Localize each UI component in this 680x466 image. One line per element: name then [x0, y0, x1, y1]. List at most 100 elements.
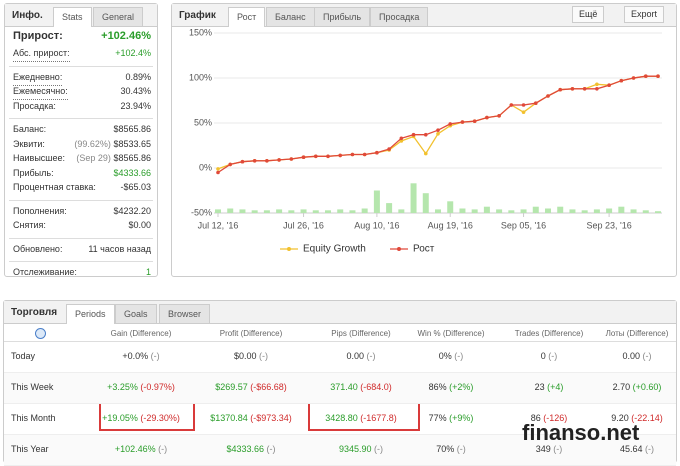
- point: [631, 76, 636, 80]
- cell-difference: (-): [553, 444, 563, 454]
- point: [582, 87, 587, 91]
- tab[interactable]: General: [93, 7, 144, 26]
- cell-value: +0.0%: [122, 351, 149, 361]
- table-cell: 371.40 (-684.0): [330, 382, 392, 392]
- x-tick-label: Aug 10, '16: [354, 220, 399, 230]
- info-label: Ежемесячно:: [13, 86, 68, 100]
- tab[interactable]: Прибыль: [314, 7, 371, 26]
- info-value-group: 0.89%: [125, 72, 151, 86]
- point: [558, 87, 563, 92]
- separator: [9, 65, 153, 67]
- cell-value: 86%: [428, 382, 447, 392]
- point: [252, 159, 257, 163]
- point: [436, 128, 440, 132]
- chart-panel: График Рост Баланс Прибыль Просадка Ещё …: [171, 3, 677, 277]
- header-rule: [4, 341, 676, 342]
- cell-difference: (-): [259, 351, 269, 361]
- info-label: Баланс:: [13, 124, 47, 134]
- cell-difference: (-): [366, 351, 376, 361]
- table-cell: 2.70 (+0.60): [613, 382, 662, 392]
- cell-value: 9345.90: [338, 444, 372, 454]
- table-cell: 23 (+4): [535, 382, 564, 392]
- cell-value: +3.25%: [107, 382, 138, 392]
- info-value-group: 11 часов назад: [88, 244, 151, 258]
- period-label: This Week: [11, 382, 54, 392]
- cell-value: 2.70: [612, 382, 631, 392]
- more-button[interactable]: Ещё: [572, 6, 605, 23]
- table-cell: 86% (+2%): [429, 382, 474, 392]
- info-value: +102.46%: [101, 30, 151, 42]
- tab[interactable]: Periods: [66, 304, 115, 324]
- info-note: (99.62%): [74, 138, 111, 149]
- tab[interactable]: Goals: [115, 304, 157, 323]
- info-value-group: 30.43%: [120, 86, 151, 100]
- cell-value: +19.05%: [102, 413, 138, 423]
- info-value-group: $4333.66: [113, 168, 151, 182]
- info-row: Ежедневно: 0.89%: [13, 72, 151, 86]
- volume-bar: [581, 210, 588, 213]
- tab[interactable]: Stats: [53, 7, 92, 27]
- info-row: Наивысшее: (Sep 29) $8565.86: [13, 153, 151, 167]
- y-tick-label: 0%: [199, 162, 212, 172]
- point: [521, 103, 526, 107]
- period-label: This Month: [11, 413, 56, 423]
- info-header: Инфо. Stats General: [5, 4, 157, 27]
- info-value: 23.94%: [120, 100, 151, 111]
- column-header: Gain (Difference): [110, 329, 172, 338]
- cell-value: 9.20: [611, 413, 629, 423]
- info-value-group: (Sep 29) $8565.86: [76, 153, 151, 167]
- table-cell: 77% (+9%): [429, 413, 474, 423]
- info-value: 11 часов назад: [88, 243, 151, 254]
- help-icon[interactable]: [35, 328, 46, 339]
- row-shade: [4, 373, 676, 404]
- cell-value: 23: [534, 382, 545, 392]
- point: [595, 87, 599, 91]
- x-tick-label: Aug 19, '16: [428, 220, 473, 230]
- info-row: Баланс: $8565.86: [13, 124, 151, 138]
- point: [521, 110, 526, 114]
- point: [350, 152, 355, 157]
- table-cell: $1370.84 (-$973.34): [210, 413, 292, 423]
- tab[interactable]: Browser: [159, 304, 211, 323]
- cell-value: $1370.84: [210, 413, 248, 423]
- tab[interactable]: Просадка: [370, 7, 429, 26]
- info-value: $4232.20: [113, 205, 151, 216]
- point: [423, 132, 428, 137]
- cell-value: 77%: [428, 413, 447, 423]
- legend-label: Рост: [413, 244, 435, 255]
- column-header: Win % (Difference): [417, 329, 485, 338]
- info-value-group: +102.4%: [115, 48, 151, 62]
- cell-value: $269.57: [215, 382, 248, 392]
- cell-difference: (-): [548, 351, 558, 361]
- cell-value: 349: [535, 444, 551, 454]
- volume-bar: [435, 209, 441, 213]
- table-cell: 86 (-126): [531, 413, 568, 423]
- point: [301, 155, 306, 159]
- cell-difference: (-$973.34): [250, 413, 292, 423]
- cell-difference: (-): [456, 444, 466, 454]
- info-row: Ежемесячно: 30.43%: [13, 86, 151, 100]
- tab[interactable]: Рост: [228, 7, 266, 27]
- volume-bar: [471, 209, 478, 213]
- volume-bar: [618, 206, 625, 213]
- cell-difference: (+2%): [449, 382, 474, 392]
- table-cell: +3.25% (-0.97%): [107, 382, 175, 392]
- info-label: Процентная ставка:: [13, 182, 96, 192]
- cell-value: 86: [530, 413, 541, 423]
- point: [289, 157, 294, 161]
- legend-marker: [287, 247, 291, 251]
- info-label: Наивысшее:: [13, 153, 66, 163]
- point: [216, 167, 220, 171]
- info-label: Отслеживание:: [13, 267, 77, 277]
- cell-difference: (-0.97%): [140, 382, 175, 392]
- table-cell: 3428.80 (-1677.8): [325, 413, 397, 423]
- info-value: 30.43%: [120, 86, 151, 96]
- volume-bar: [288, 210, 295, 213]
- legend-label: Equity Growth: [303, 244, 366, 255]
- info-row: Процентная ставка: -$65.03: [13, 182, 151, 196]
- point: [509, 103, 514, 107]
- cell-difference: (+9%): [449, 413, 474, 423]
- export-button[interactable]: Export: [624, 6, 665, 23]
- cell-difference: (+4): [547, 382, 564, 392]
- table-cell: +19.05% (-29.30%): [102, 413, 180, 423]
